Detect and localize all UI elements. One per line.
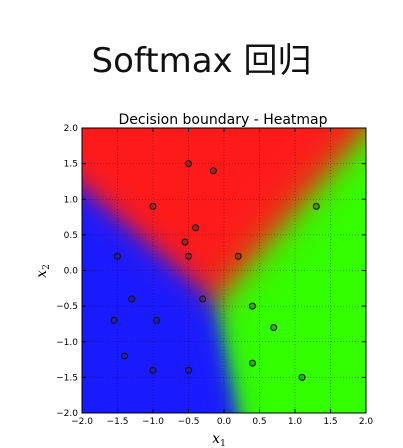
y-tick-label: 0.5 [64, 231, 78, 241]
data-point [121, 352, 129, 360]
data-point [128, 295, 136, 303]
grid [82, 128, 366, 413]
y-tick-label: 1.0 [64, 195, 79, 205]
y-tick-label: −1.0 [56, 338, 78, 348]
x-tick-label: 1.0 [288, 417, 303, 427]
data-point [185, 366, 192, 374]
x-tick-label: −2.0 [71, 417, 93, 427]
data-point [185, 252, 192, 260]
x-tick-label: −1.0 [142, 417, 164, 427]
y-axis-label: x2 [34, 264, 52, 278]
x-tick-label: 0.5 [252, 417, 266, 427]
data-point [270, 324, 278, 331]
data-point [181, 238, 189, 246]
x-tick-label: 0.0 [217, 417, 232, 427]
y-tick-label: 1.5 [64, 160, 78, 170]
data-point [153, 316, 161, 324]
y-tick-label: −0.5 [56, 302, 78, 312]
y-tick-label: 0.0 [64, 267, 79, 277]
data-point [199, 295, 207, 303]
x-tick-label: 2.0 [359, 417, 374, 427]
chart-title: Decision boundary - Heatmap [118, 112, 327, 128]
data-point [149, 366, 157, 374]
data-point [149, 202, 157, 210]
data-point [114, 252, 121, 260]
y-tick-label: 2.0 [64, 124, 79, 134]
slide-title: Softmax 回归 [91, 41, 312, 81]
data-point [110, 316, 118, 324]
data-point [298, 373, 306, 381]
data-point [234, 252, 242, 260]
x-tick-label: 1.5 [323, 417, 337, 427]
x-tick-label: −0.5 [178, 417, 200, 427]
data-point [312, 202, 320, 210]
x-axis-label: x1 [212, 431, 226, 448]
data-point [248, 359, 256, 367]
x-tick-label: −1.5 [107, 417, 129, 427]
y-tick-label: −1.5 [56, 373, 78, 383]
data-point [209, 167, 217, 175]
data-point [185, 160, 192, 168]
data-point [248, 302, 256, 310]
data-point [192, 224, 200, 232]
y-tick-label: −2.0 [56, 409, 78, 419]
